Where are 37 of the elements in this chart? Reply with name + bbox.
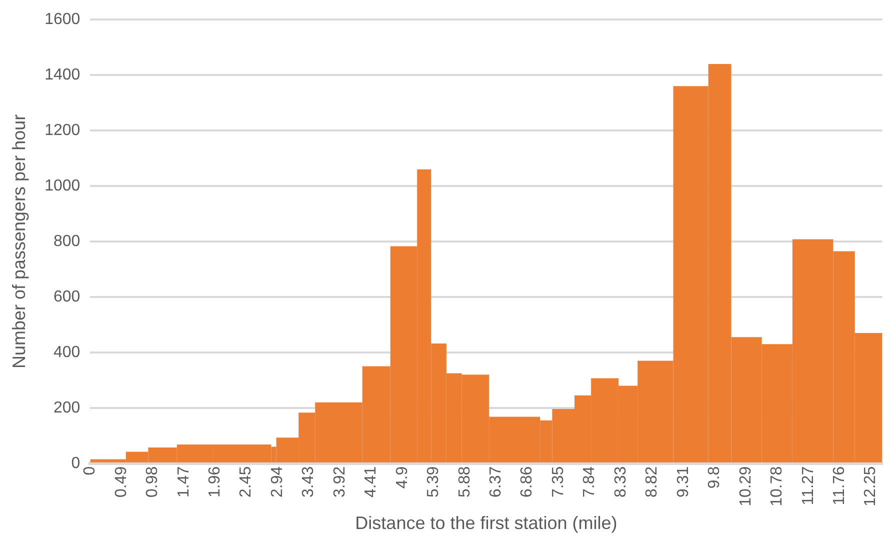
x-tick-label: 12.25 (862, 466, 880, 506)
x-tick-label: 10.29 (737, 466, 754, 506)
x-tick-label: 3.92 (331, 466, 348, 498)
x-tick-label: 9.31 (674, 466, 692, 498)
y-axis-title: Number of passengers per hour (8, 114, 29, 369)
x-tick-label: 2.94 (268, 466, 286, 498)
y-tick-label: 200 (53, 399, 80, 416)
x-tick-label: 1.96 (206, 466, 224, 498)
x-axis-title: Distance to the first station (mile) (355, 513, 618, 534)
x-tick-label: 11.27 (800, 466, 817, 506)
x-tick-label: 1.47 (175, 466, 192, 498)
x-tick-label: 8.33 (612, 466, 630, 498)
x-tick-label: 10.78 (768, 466, 786, 506)
x-tick-label: 7.84 (581, 466, 598, 498)
x-tick-label: 9.8 (706, 466, 724, 489)
x-tick-label: 4.41 (362, 466, 380, 498)
y-tick-label: 800 (53, 232, 80, 250)
x-tick-label: 2.45 (238, 466, 255, 498)
x-tick-label: 6.37 (488, 466, 505, 498)
y-tick-label: 1400 (44, 66, 80, 84)
x-tick-label: 11.76 (830, 466, 848, 506)
x-tick-label: 3.43 (300, 466, 318, 498)
y-tick-label: 0 (71, 454, 80, 472)
y-tick-label: 600 (53, 288, 80, 306)
x-tick-label: 0 (82, 466, 99, 476)
y-tick-label: 400 (53, 344, 80, 361)
x-tick-label: 0.49 (112, 466, 130, 498)
x-tick-label: 8.82 (644, 466, 661, 498)
x-tick-label: 5.88 (456, 466, 474, 498)
y-tick-label: 1000 (44, 177, 80, 194)
y-tick-label: 1200 (44, 122, 80, 139)
x-tick-label: 5.39 (425, 466, 442, 498)
x-tick-label: 6.86 (518, 466, 536, 498)
x-tick-label: 4.9 (394, 466, 411, 489)
x-tick-label: 0.98 (144, 466, 162, 498)
y-tick-label: 1600 (44, 11, 80, 28)
x-tick-label: 7.35 (550, 466, 567, 498)
